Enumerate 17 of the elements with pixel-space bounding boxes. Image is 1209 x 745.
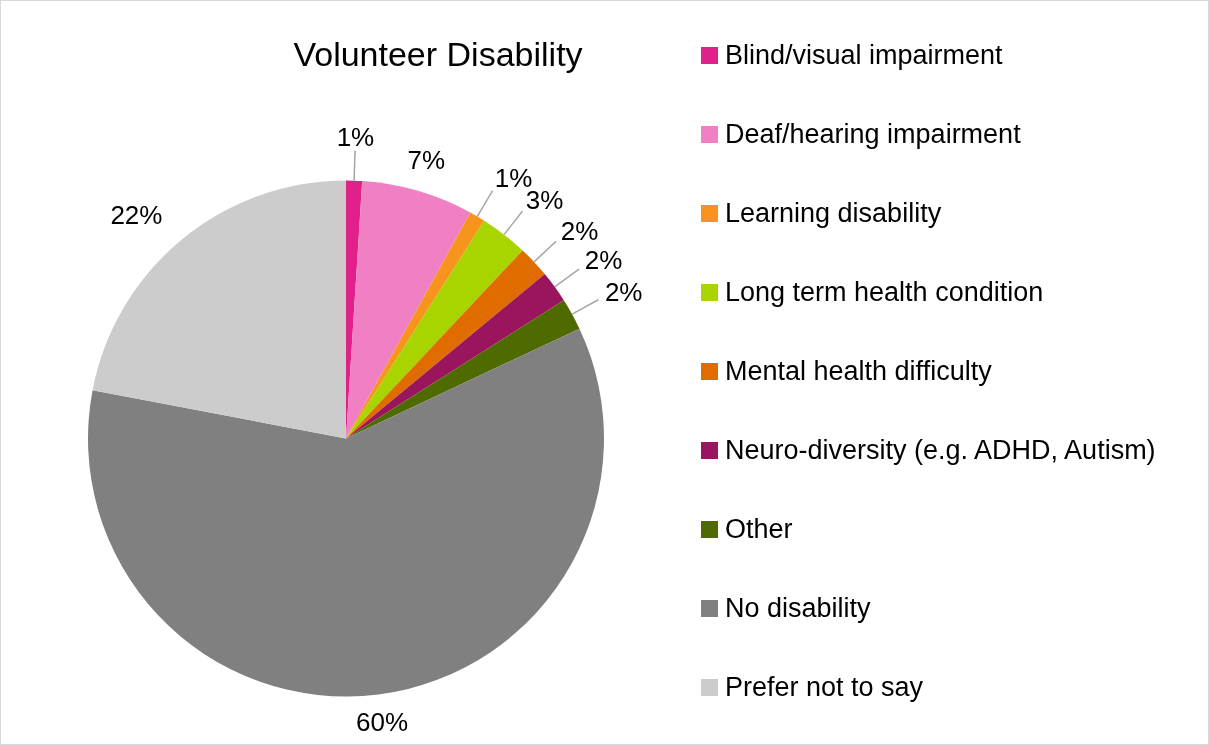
data-label: 2% xyxy=(604,277,643,308)
legend-label: Prefer not to say xyxy=(725,671,924,704)
legend-label: Deaf/hearing impairment xyxy=(725,118,1021,151)
data-label: 22% xyxy=(110,199,163,230)
legend-label: Learning disability xyxy=(725,197,942,230)
legend-label: No disability xyxy=(725,592,871,625)
legend-label: Mental health difficulty xyxy=(725,355,992,388)
chart-title: Volunteer Disability xyxy=(292,35,584,74)
legend-label: Neuro-diversity (e.g. ADHD, Autism) xyxy=(725,434,1156,467)
data-label: 7% xyxy=(407,145,446,176)
data-label: 2% xyxy=(560,216,599,247)
legend-label: Blind/visual impairment xyxy=(725,39,1003,72)
legend-label: Long term health condition xyxy=(725,276,1044,309)
data-label: 1% xyxy=(336,121,375,152)
data-label: 60% xyxy=(356,707,409,738)
legend-label: Other xyxy=(725,513,793,546)
data-label: 2% xyxy=(584,245,623,276)
